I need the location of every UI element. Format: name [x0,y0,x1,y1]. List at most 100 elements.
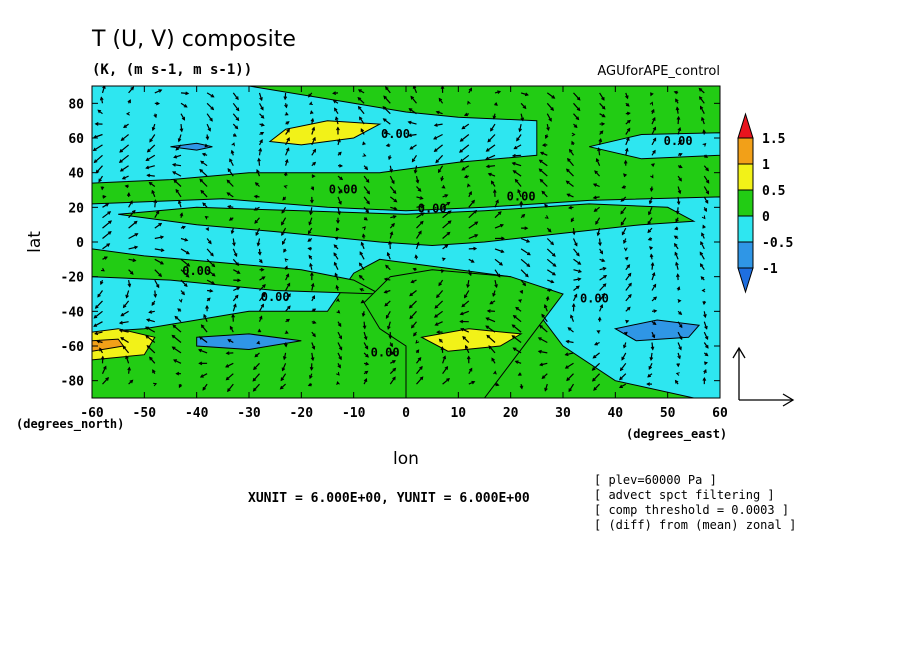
wind-arrow [332,99,339,104]
wind-arrow [180,237,189,242]
wind-arrow [416,212,425,219]
wind-arrow [490,123,496,132]
wind-arrow [623,247,628,252]
x-tick-label: 40 [607,406,623,421]
wind-arrow [699,263,705,271]
wind-arrow [151,123,156,132]
wind-arrow [702,376,707,385]
wind-arrow [337,321,342,328]
wind-arrow [415,230,422,239]
wind-arrow [180,258,191,267]
wind-arrow [389,186,397,195]
wind-arrow [625,264,631,271]
wind-arrow [388,155,392,161]
wind-arrow [596,330,601,334]
wind-arrow [383,95,391,104]
wind-arrow [145,154,156,162]
wind-arrow [118,328,129,333]
wind-arrow [334,272,339,281]
wind-arrow [233,286,241,292]
wind-arrow [180,225,186,230]
contour-label: 0.00 [261,290,290,304]
wind-arrow [572,293,578,302]
wind-arrow [123,123,129,128]
wind-arrow [517,372,522,376]
wind-arrow [127,99,131,104]
wind-arrow [283,171,288,177]
wind-arrow [145,165,155,170]
wind-arrow [650,342,655,351]
wind-arrow [180,102,188,108]
wind-arrow [407,120,417,125]
wind-arrow [493,370,497,375]
wind-arrow [153,382,158,387]
wind-arrow [592,195,600,200]
wind-arrow [257,328,262,333]
wind-arrow [436,330,443,335]
wind-arrow [361,311,366,318]
wind-arrow [335,284,340,291]
wind-arrow [226,192,234,198]
wind-arrow [311,148,317,156]
wind-arrow [519,290,523,295]
wind-arrow [546,248,556,257]
wind-arrow [412,267,417,272]
wind-arrow [677,342,682,351]
wind-arrow [625,272,632,281]
wind-arrow [416,186,422,192]
wind-arrow [205,227,209,232]
wind-arrow [102,377,109,385]
wind-arrow [363,352,369,358]
wind-arrow [701,215,706,220]
wind-arrow [597,316,602,322]
wind-arrow [594,341,600,346]
wind-arrow [334,236,339,241]
wind-arrow [518,123,522,133]
wind-arrow [464,344,470,354]
colorbar-swatch [737,215,754,243]
wind-arrow [383,277,391,282]
wind-arrow [599,113,606,118]
wind-arrow [199,178,208,187]
wind-arrow [146,144,156,153]
wind-arrow [700,241,705,250]
wind-arrow [599,283,607,291]
wind-arrow [252,383,260,392]
wind-arrow [259,293,266,302]
vector-units: XUNIT = 6.000E+00, YUNIT = 6.000E+00 [248,491,530,506]
wind-arrow [311,331,316,338]
wind-arrow [492,189,497,197]
wind-arrow [309,271,314,281]
wind-arrow [206,269,216,277]
wind-arrow [225,373,234,381]
y-tick-label: -40 [61,305,85,320]
wind-arrow [468,380,476,385]
wind-arrow [408,300,417,309]
wind-arrow [363,370,369,375]
wind-arrow [546,123,550,132]
wind-arrow [233,269,241,274]
contour-label: 0.00 [329,183,358,197]
wind-arrow [564,362,574,369]
wind-arrow [564,352,574,357]
x-tick-label: -20 [290,406,314,421]
wind-arrow [514,360,522,364]
wind-arrow [568,383,575,393]
x-tick-label: 0 [402,406,410,421]
wind-arrow [625,293,632,302]
wind-arrow [485,325,496,333]
x-tick-label: -50 [133,406,157,421]
wind-arrow [199,373,208,378]
wind-arrow [546,227,552,233]
wind-arrow [336,126,340,135]
wind-arrow [360,128,365,135]
wind-arrow [701,288,706,293]
wind-arrow [651,137,657,146]
wind-arrow [625,111,631,116]
wind-arrow [435,154,444,164]
wind-arrow [648,196,653,205]
wind-arrow [284,103,288,109]
contour-label: 0.00 [381,127,410,141]
wind-arrow [281,206,287,214]
wind-arrow [593,383,601,391]
